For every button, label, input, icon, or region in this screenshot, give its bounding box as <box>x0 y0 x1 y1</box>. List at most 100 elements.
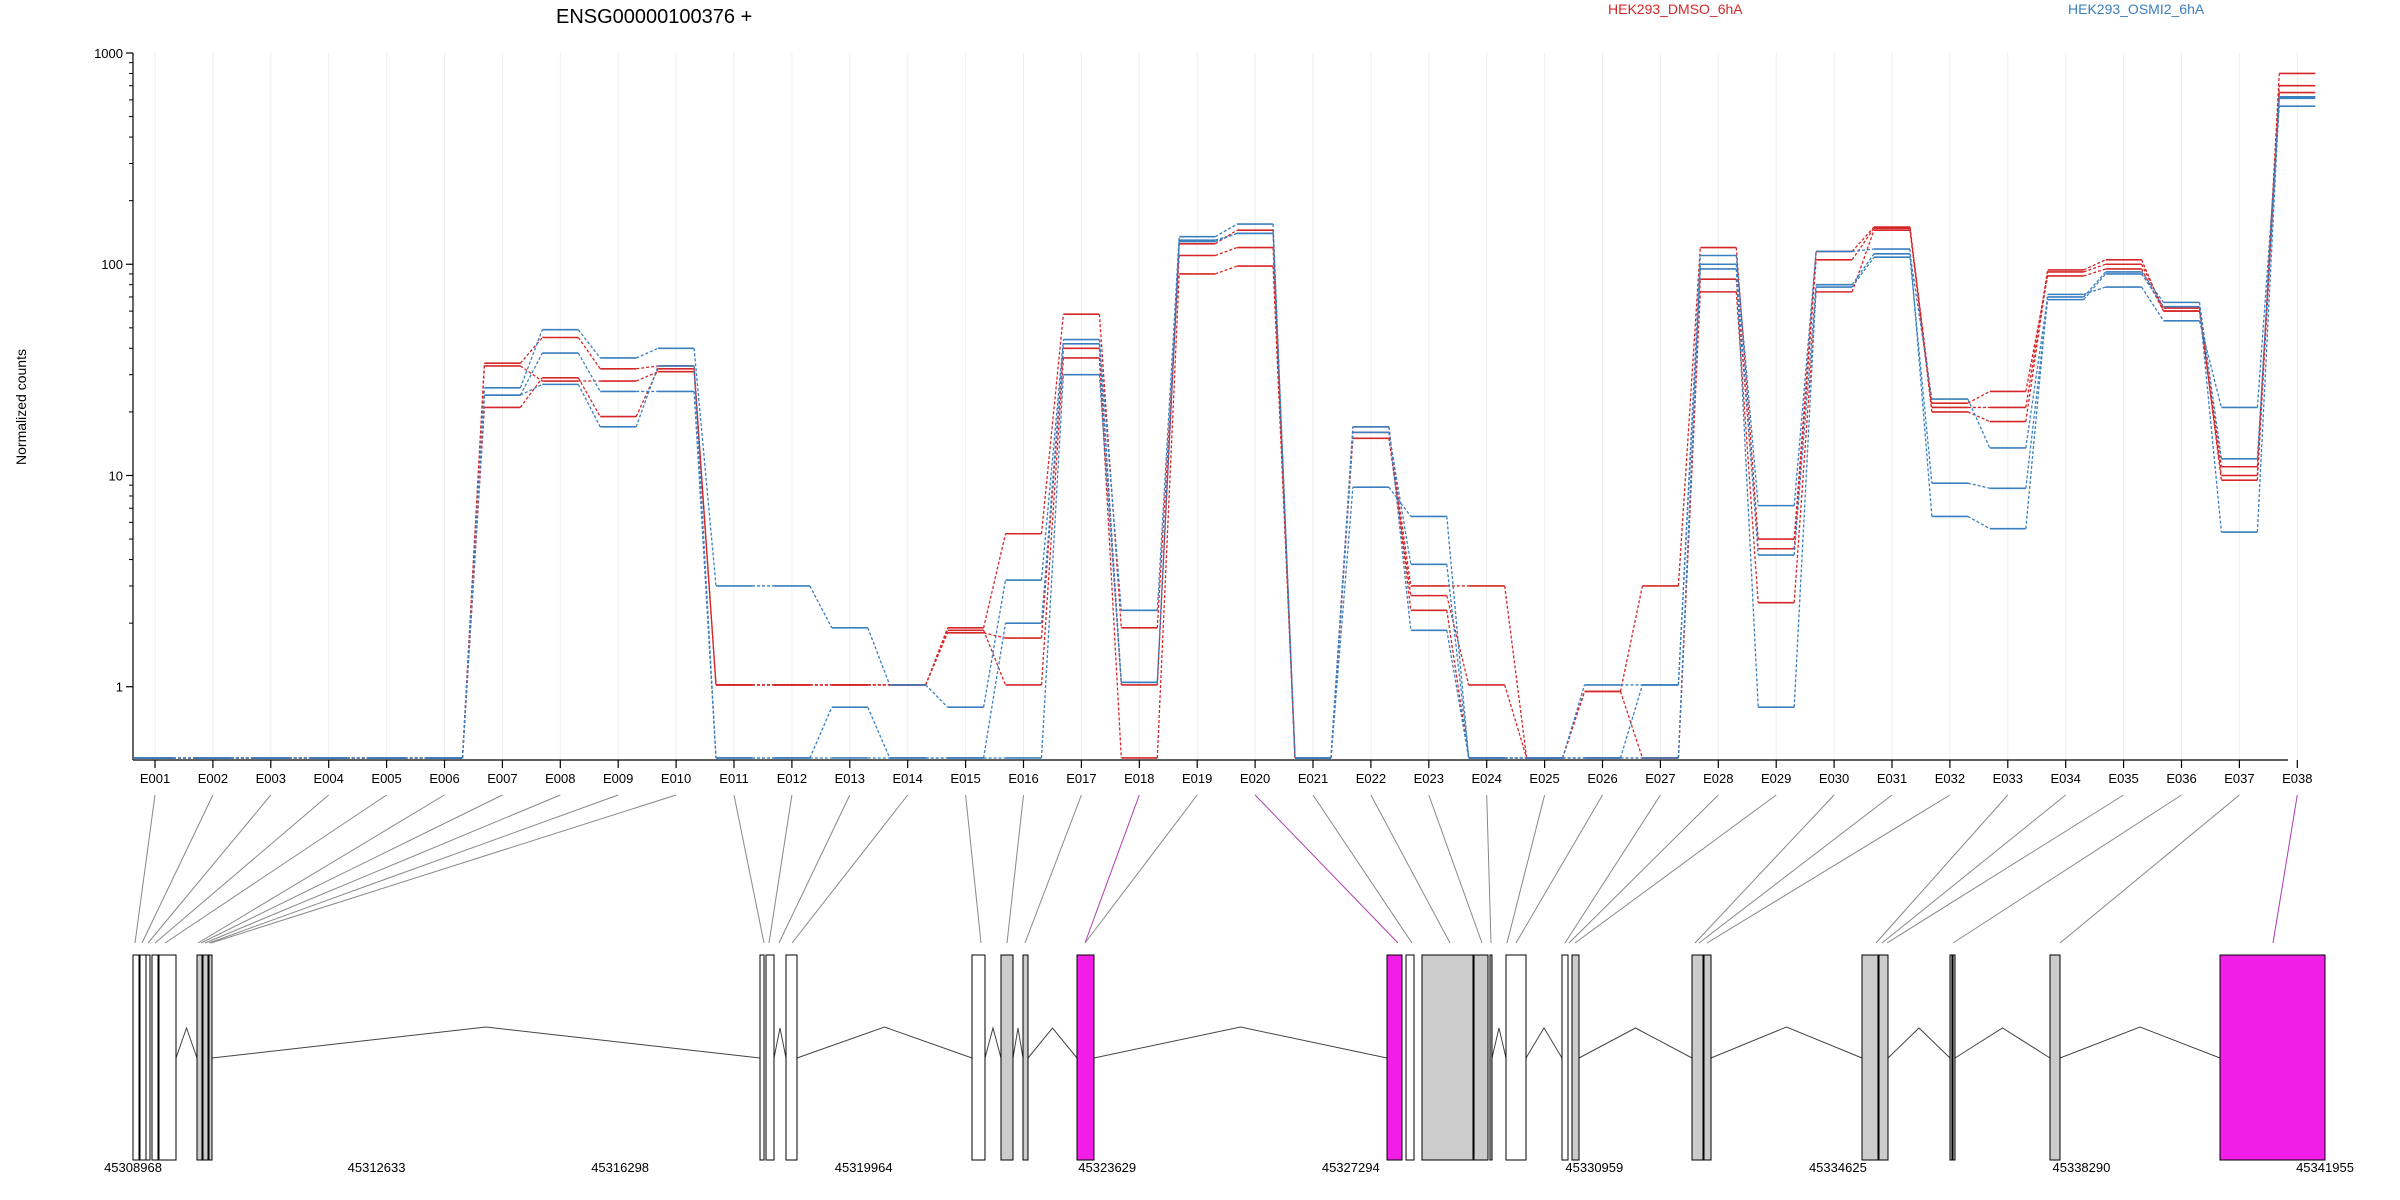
series-dmso-1 <box>133 91 2316 759</box>
series-connector <box>1040 314 1065 534</box>
coordinate-tick-label: 45319964 <box>835 1160 893 1175</box>
exon-connector <box>1486 794 1492 944</box>
exon-connector <box>2059 794 2240 944</box>
coordinate-tick-label: 45338290 <box>2053 1160 2111 1175</box>
coordinate-tick-label: 45312633 <box>348 1160 406 1175</box>
series-connector <box>1967 398 1991 449</box>
series-connector <box>2025 294 2049 529</box>
exon <box>785 954 798 1161</box>
exon-connector <box>1698 794 1893 944</box>
series-connector <box>1735 247 1759 540</box>
series-dmso-2 <box>133 84 2316 759</box>
exon-tick-label: E002 <box>198 771 228 786</box>
series-connector <box>1214 232 1238 243</box>
exon-tick-label: E037 <box>2224 771 2254 786</box>
series-connector <box>519 352 543 396</box>
series-connector <box>1446 564 1470 759</box>
series-connector <box>925 630 949 686</box>
exon <box>1505 954 1527 1161</box>
series-connector <box>982 533 1007 629</box>
series-connector <box>1156 236 1180 611</box>
series-connector <box>1040 339 1065 581</box>
exon <box>132 954 140 1161</box>
exon <box>1691 954 1704 1161</box>
intron <box>1027 1027 1078 1059</box>
exon <box>765 954 775 1161</box>
legend-osmi2: HEK293_OSMI2_6hA <box>2068 1 2205 17</box>
series-connector <box>635 365 659 428</box>
exon-connector <box>141 794 214 944</box>
series-connector <box>693 365 717 759</box>
exon <box>1703 954 1712 1161</box>
exon-tick-label: E023 <box>1414 771 1444 786</box>
coordinate-tick-label: 45308968 <box>104 1160 162 1175</box>
highlighted-exon <box>1076 954 1095 1161</box>
series-connector <box>1793 251 1817 506</box>
series-connector <box>1098 357 1122 759</box>
series-connector <box>1504 684 1528 759</box>
series-connector <box>1852 248 1875 253</box>
x-axis: E001 E002 E003 E004 E005 E006 E007 E008 E009 E010… <box>133 759 2312 786</box>
y-axis: 1 10 100 1000 <box>94 46 134 760</box>
y-tick-label: 1000 <box>94 46 123 61</box>
exon-connector <box>1084 794 1140 944</box>
series-connector <box>1735 255 1759 506</box>
exon-tick-label: E038 <box>2282 771 2312 786</box>
intron <box>984 1026 1002 1059</box>
plot-gridlines <box>154 53 2298 760</box>
exon-tick-label: E030 <box>1819 771 1849 786</box>
coordinate-tick-label: 45341955 <box>2296 1160 2354 1175</box>
exon-tick-label: E014 <box>893 771 923 786</box>
exon-connector <box>210 794 677 944</box>
exon-tick-label: E003 <box>256 771 286 786</box>
series-connector <box>867 627 891 686</box>
genomic-coordinate-axis: 45308968 45312633 45316298 45319964 45323629… <box>104 1160 2354 1175</box>
series-connector <box>2198 302 2223 459</box>
exon <box>1473 954 1489 1161</box>
series-connector <box>1040 357 1065 685</box>
exon-connector <box>1564 794 1661 944</box>
coordinate-tick-label: 45334625 <box>1809 1160 1867 1175</box>
exon-tick-label: E028 <box>1703 771 1733 786</box>
series-connector <box>1851 227 1875 261</box>
series-connector <box>2256 98 2280 533</box>
exon <box>151 954 159 1161</box>
series-connector <box>1388 432 1412 587</box>
intron <box>1887 1027 1951 1059</box>
exon <box>1878 954 1889 1161</box>
series-osmi2-5 <box>133 96 2316 759</box>
intron <box>1954 1027 2051 1059</box>
exon-tick-label: E011 <box>719 771 748 786</box>
series-connector <box>2141 273 2165 307</box>
exon-connector <box>204 794 561 944</box>
exon-tick-label: E031 <box>1877 771 1907 786</box>
exon-tick-label: E022 <box>1356 771 1386 786</box>
series-connector <box>2025 296 2049 449</box>
series-connector <box>1156 241 1180 683</box>
exon <box>1022 954 1029 1161</box>
exon <box>759 954 765 1161</box>
exon-tick-label: E033 <box>1993 771 2023 786</box>
series-connector <box>1446 516 1470 759</box>
exon-connector <box>1370 794 1451 944</box>
series-connector <box>2198 306 2223 533</box>
series-connector <box>1040 374 1065 759</box>
series-osmi2-3 <box>133 105 2316 759</box>
exon-tick-label: E034 <box>2051 771 2081 786</box>
exon-tick-label: E035 <box>2108 771 2138 786</box>
series-connector <box>1793 284 1817 556</box>
intron <box>1710 1026 1863 1059</box>
series-connector <box>2141 286 2165 322</box>
intron <box>2059 1026 2221 1059</box>
exon-tick-label: E005 <box>371 771 401 786</box>
exon <box>1861 954 1879 1161</box>
series-connector <box>635 347 659 359</box>
series-connector <box>520 383 543 396</box>
exon-connector <box>1574 794 1777 944</box>
series-connector <box>1098 339 1122 611</box>
series-connector <box>1677 247 1701 586</box>
exon-tick-label: E001 <box>140 771 170 786</box>
exon-connector <box>1706 794 1951 944</box>
series-connector <box>1215 232 1238 241</box>
